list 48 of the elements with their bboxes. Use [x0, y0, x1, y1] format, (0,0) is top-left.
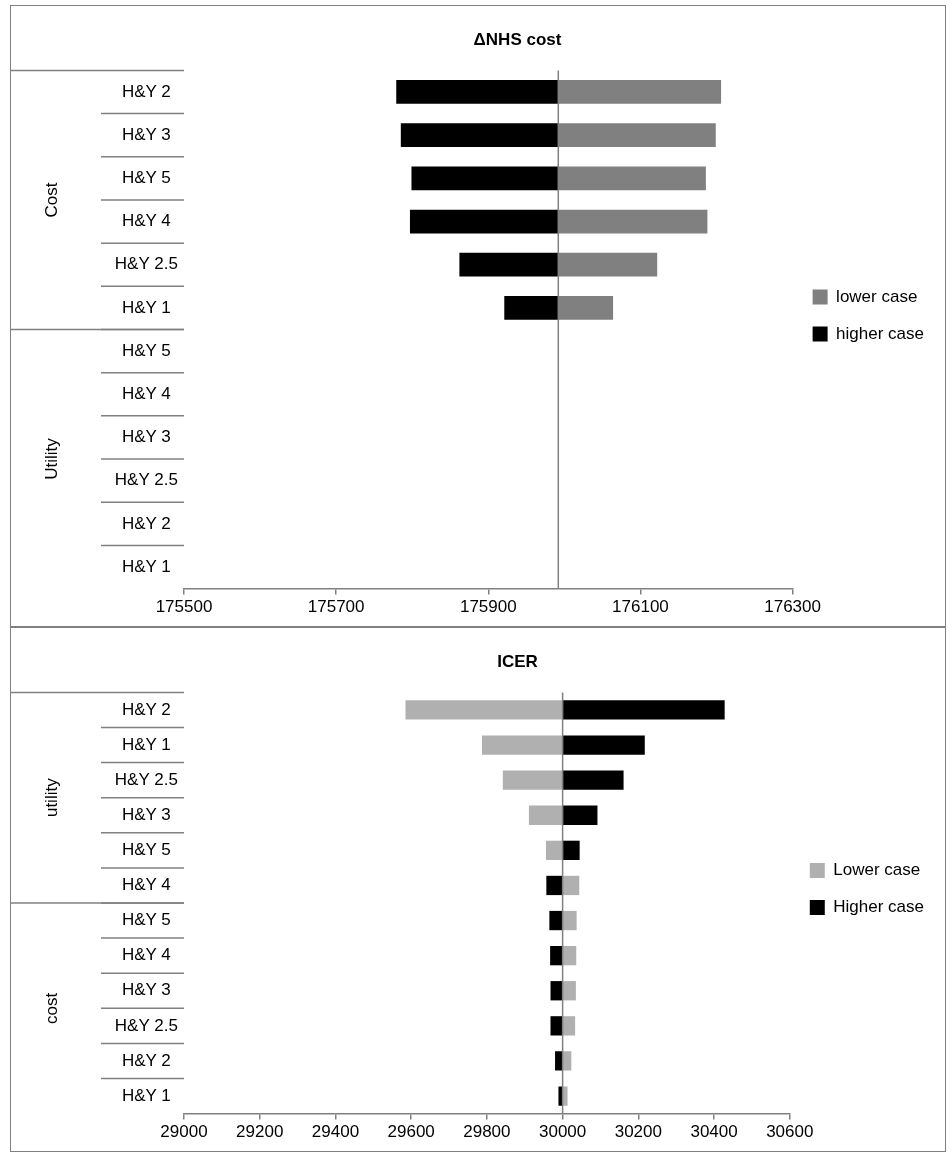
- text: utility: [41, 777, 61, 818]
- y-tick-label: H&Y 1: [121, 1085, 171, 1105]
- y-tick-label: H&Y 5: [121, 910, 171, 930]
- y-tick-label: H&Y 2.5: [114, 1015, 178, 1035]
- y-tick-label: H&Y 5: [121, 168, 171, 188]
- legend-label: higher case: [836, 323, 924, 343]
- y-tick-label: H&Y 2: [121, 1050, 171, 1070]
- y-tick-label: H&Y 1: [121, 297, 171, 317]
- x-tick-label: 29200: [236, 1122, 284, 1142]
- x-tick-label: 175500: [155, 597, 213, 617]
- x-tick-label: 30400: [690, 1122, 738, 1142]
- legend-label: Higher case: [833, 897, 925, 917]
- x-tick-label: 29800: [463, 1122, 511, 1142]
- y-tick-label: H&Y 4: [121, 211, 171, 231]
- text: Utility: [41, 437, 61, 480]
- text: cost: [41, 992, 61, 1024]
- y-tick-label: H&Y 5: [121, 840, 171, 860]
- x-tick-label: 30600: [766, 1122, 814, 1142]
- y-tick-label: H&Y 2.5: [114, 470, 178, 490]
- y-tick-label: H&Y 2: [121, 81, 171, 101]
- x-tick-label: 176100: [612, 597, 669, 617]
- y-tick-label: H&Y 3: [121, 980, 171, 1000]
- text: Cost: [41, 182, 61, 218]
- x-tick-label: 29400: [311, 1122, 360, 1142]
- chart-title: ICER: [497, 651, 538, 671]
- x-tick-label: 30200: [614, 1122, 662, 1142]
- chart-title: ΔNHS cost: [473, 29, 562, 49]
- x-tick-label: 30000: [538, 1122, 587, 1142]
- y-tick-label: H&Y 4: [121, 945, 171, 965]
- y-tick-label: H&Y 1: [121, 734, 171, 754]
- y-tick-label: H&Y 5: [121, 340, 171, 360]
- x-tick-label: 29000: [160, 1122, 208, 1142]
- y-tick-label: H&Y 2.5: [114, 769, 178, 789]
- y-tick-label: H&Y 2.5: [114, 254, 178, 274]
- y-tick-label: H&Y 3: [121, 427, 171, 447]
- y-tick-label: H&Y 3: [121, 124, 171, 144]
- x-tick-label: 29600: [387, 1122, 435, 1142]
- legend-label: Lower case: [833, 860, 921, 880]
- y-tick-label: H&Y 3: [121, 804, 171, 824]
- y-tick-label: H&Y 1: [121, 556, 171, 576]
- x-tick-label: 176300: [764, 597, 821, 617]
- y-tick-label: H&Y 2: [121, 699, 171, 719]
- y-tick-label: H&Y 2: [121, 513, 171, 533]
- x-tick-label: 175700: [307, 597, 365, 617]
- y-tick-label: H&Y 4: [121, 875, 171, 895]
- legend-label: lower case: [836, 286, 918, 306]
- y-tick-label: H&Y 4: [121, 383, 171, 403]
- x-tick-label: 175900: [459, 597, 517, 617]
